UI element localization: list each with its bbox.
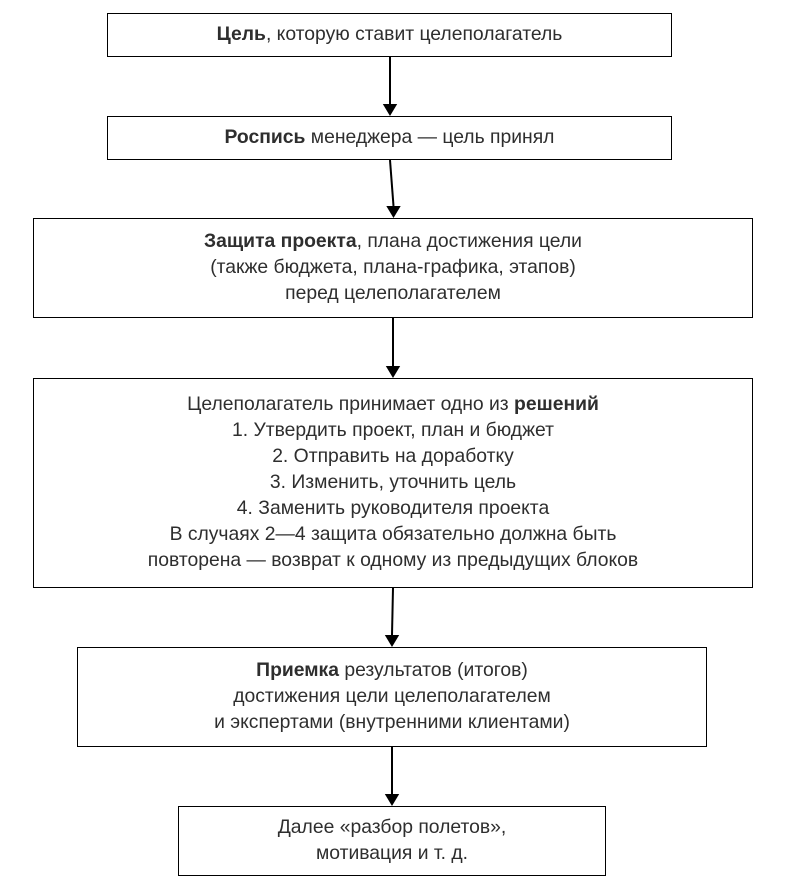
flow-arrow [370, 55, 410, 118]
flow-node-text: 4. Заменить руководителя проекта [237, 496, 549, 522]
flow-node-text: Приемка результатов (итогов) [256, 658, 528, 684]
flow-node-text: достижения цели целеполагателем [233, 684, 551, 710]
flow-node-text: Защита проекта, плана достижения цели [204, 229, 582, 255]
flow-arrow [370, 158, 414, 220]
flow-node-text: Далее «разбор полетов», [278, 815, 507, 841]
flow-node-n2: Роспись менеджера — цель принял [107, 116, 672, 160]
flow-node-n4: Целеполагатель принимает одно из решений… [33, 378, 753, 588]
flow-node-n3: Защита проекта, плана достижения цели(та… [33, 218, 753, 318]
flow-node-n1: Цель, которую ставит целеполагатель [107, 13, 672, 57]
flow-node-text: В случаях 2—4 защита обязательно должна … [170, 522, 617, 548]
flow-arrow [373, 316, 413, 380]
flow-node-text: перед целеполагателем [285, 281, 501, 307]
flow-node-n5: Приемка результатов (итогов)достижения ц… [77, 647, 707, 747]
flow-node-text: Целеполагатель принимает одно из решений [187, 392, 599, 418]
flow-node-text: 1. Утвердить проект, план и бюджет [232, 418, 554, 444]
flow-node-text: Роспись менеджера — цель принял [225, 125, 555, 151]
flow-node-text: и экспертами (внутренними клиентами) [214, 710, 570, 736]
flow-node-text: повторена — возврат к одному из предыдущ… [148, 548, 638, 574]
flow-arrow [372, 586, 413, 649]
flow-node-n6: Далее «разбор полетов»,мотивация и т. д. [178, 806, 606, 876]
flowchart-canvas: Цель, которую ставит целеполагатель Роспи… [0, 0, 790, 880]
flow-node-text: (также бюджета, плана-графика, этапов) [210, 255, 576, 281]
flow-node-text: 2. Отправить на доработку [272, 444, 514, 470]
flow-node-text: мотивация и т. д. [316, 841, 468, 867]
flow-node-text: 3. Изменить, уточнить цель [270, 470, 516, 496]
flow-node-text: Цель, которую ставит целеполагатель [217, 22, 563, 48]
flow-arrow [372, 745, 412, 808]
